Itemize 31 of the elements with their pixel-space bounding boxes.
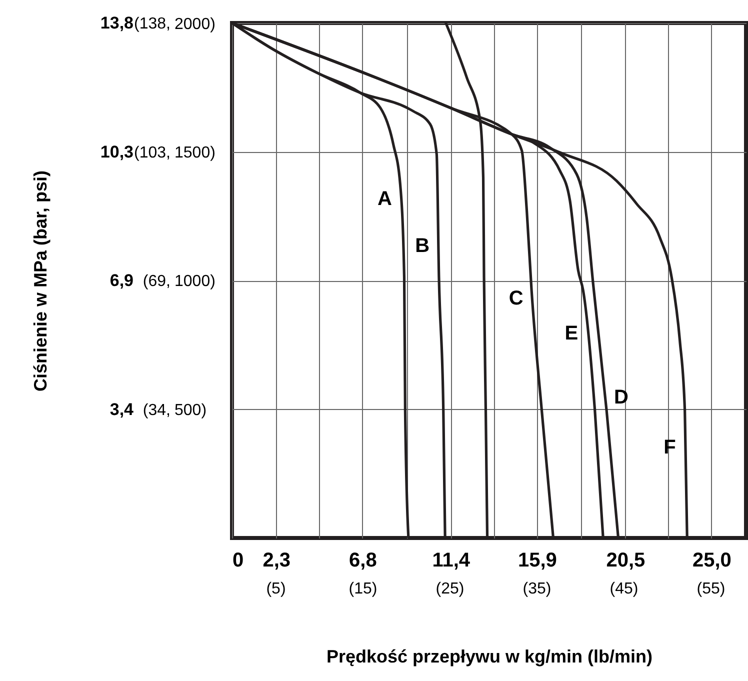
x2-tick-label: (55)	[696, 580, 726, 598]
x-tick-label: 2,3	[262, 550, 291, 572]
y3-tick-label: 1500)	[174, 144, 216, 162]
y2-tick-label: (138,	[134, 16, 170, 32]
annotation: E	[564, 322, 578, 344]
x2-tick-label: (25)	[436, 580, 464, 598]
y3-tick-label: 2000)	[174, 16, 216, 33]
y3-tick-label: 500)	[174, 402, 207, 419]
x-axis-title: Prędkość przepływu w kg/min (lb/min)	[326, 646, 653, 666]
y3-tick-label: 1000)	[174, 273, 216, 290]
x-tick-label: 0	[232, 550, 244, 572]
y-tick-label: 3,4	[110, 400, 134, 419]
x-tick-label: 20,5	[606, 550, 646, 572]
x2-tick-label: (15)	[348, 580, 378, 598]
y2-tick-label: (103,	[134, 144, 170, 162]
y-tick-label: 6,9	[110, 271, 134, 290]
y-axis-title: Ciśnienie w MPa (bar, psi)	[30, 170, 50, 392]
x2-tick-label: (5)	[266, 580, 286, 598]
annotation: B	[415, 234, 430, 257]
x-tick-label: 11,4	[432, 550, 471, 572]
x-tick-label: 25,0	[692, 550, 732, 572]
x-tick-label: 15,9	[518, 550, 557, 572]
y2-tick-label: (34,	[142, 402, 170, 419]
annotation: C	[508, 287, 524, 310]
x2-tick-label: (35)	[522, 580, 552, 598]
y-tick-label: 10,3	[100, 142, 134, 162]
annotation: A	[378, 188, 392, 210]
y-tick-label: 13,8	[100, 14, 134, 32]
x-tick-label: 6,8	[349, 550, 377, 572]
x2-tick-label: (45)	[610, 580, 638, 598]
y2-tick-label: (69,	[142, 273, 170, 290]
